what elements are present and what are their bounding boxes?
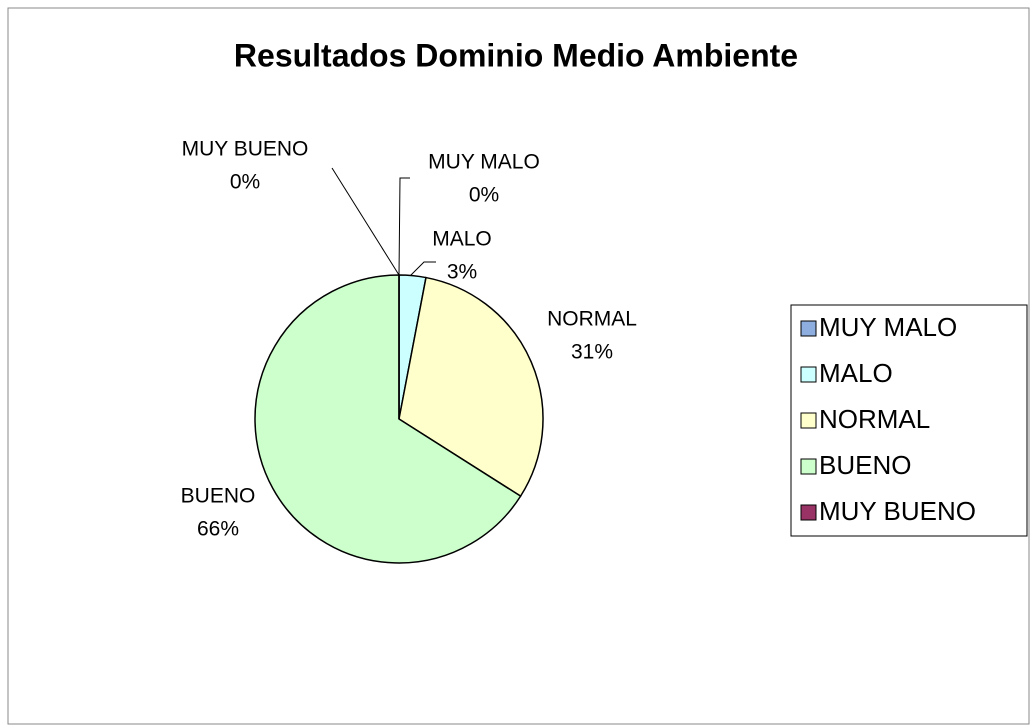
data-label-value: 0% <box>469 184 499 207</box>
data-label-value: 0% <box>230 171 260 194</box>
legend-label: MUY BUENO <box>819 496 976 526</box>
legend-swatch <box>800 458 817 475</box>
pie-slice <box>254 274 522 564</box>
legend-label: MUY MALO <box>819 312 957 342</box>
legend-label: NORMAL <box>819 404 930 434</box>
data-label-name: MUY MALO <box>428 151 540 174</box>
data-label-name: BUENO <box>181 485 256 508</box>
data-label-value: 3% <box>447 261 477 284</box>
legend-box <box>790 304 1028 537</box>
leader-line <box>409 261 436 277</box>
data-label-value: 66% <box>197 518 239 541</box>
legend-swatch <box>800 320 817 337</box>
legend-label: BUENO <box>819 450 911 480</box>
data-label-value: 31% <box>571 341 613 364</box>
legend-swatch <box>800 366 817 383</box>
legend-label: MALO <box>819 358 893 388</box>
leader-line <box>331 167 400 276</box>
data-label-name: MALO <box>432 228 492 251</box>
leader-line <box>398 177 410 276</box>
legend-swatch <box>800 504 817 521</box>
data-label-name: NORMAL <box>547 308 637 331</box>
data-label-name: MUY BUENO <box>182 138 309 161</box>
leader-lines <box>331 167 436 277</box>
chart-title: Resultados Dominio Medio Ambiente <box>234 37 798 73</box>
legend-swatch <box>800 412 817 429</box>
